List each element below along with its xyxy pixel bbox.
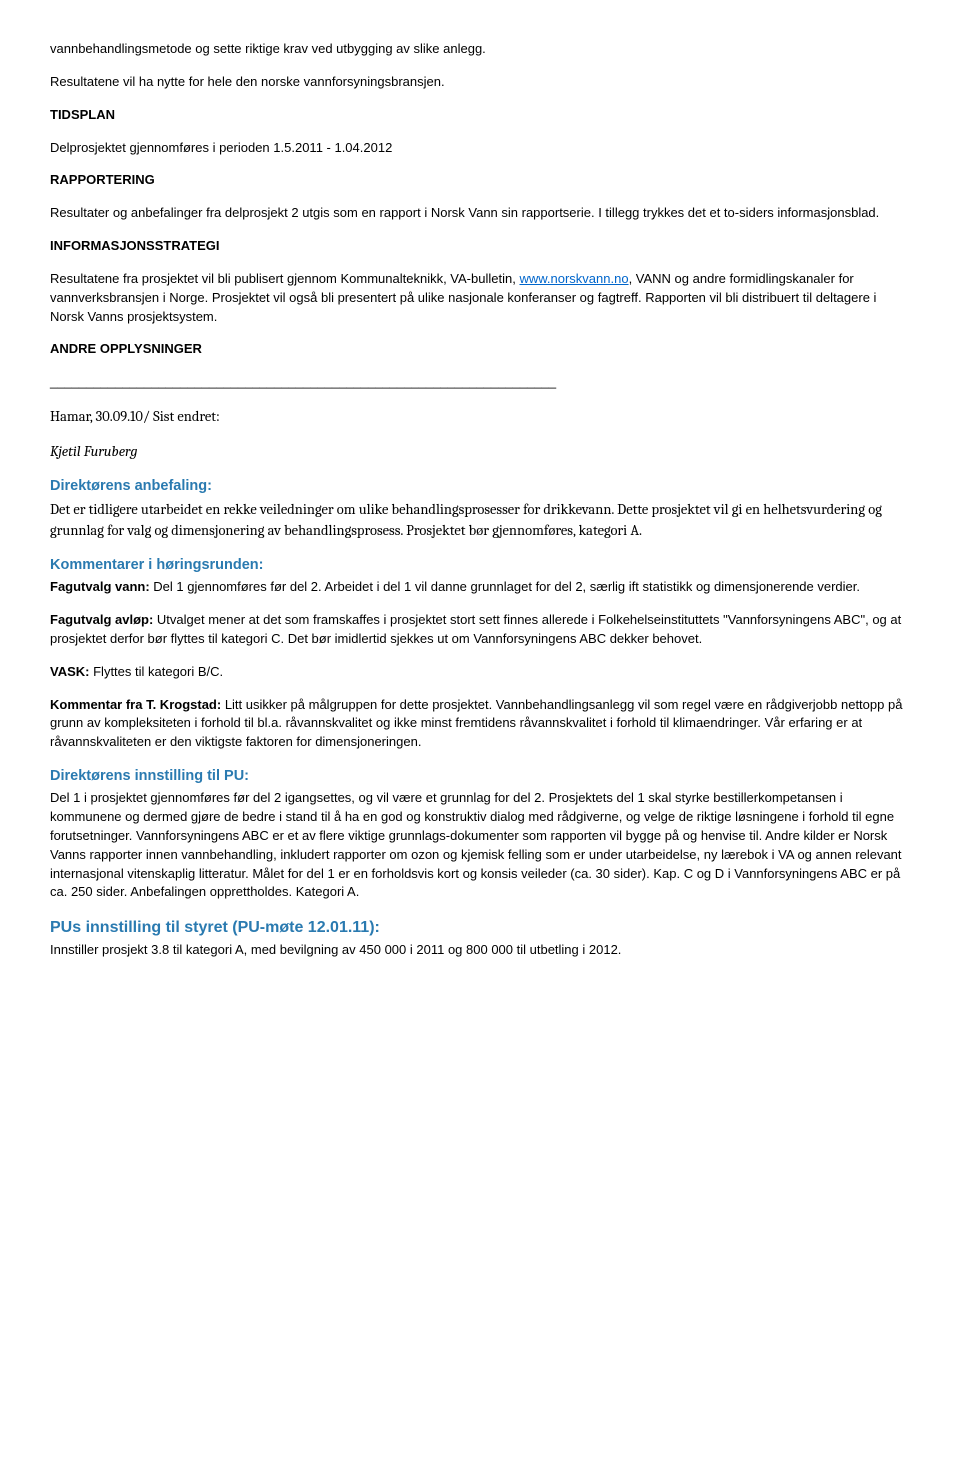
anbefaling-heading: Direktørens anbefaling: [50, 476, 910, 497]
norskvann-link[interactable]: www.norskvann.no [519, 271, 628, 286]
vask-label: VASK: [50, 664, 93, 679]
innstilling-pu-block: Direktørens innstilling til PU: Del 1 i … [50, 766, 910, 902]
fagutvalg-avlop-label: Fagutvalg avløp: [50, 612, 157, 627]
rapportering-heading: RAPPORTERING [50, 171, 910, 190]
fagutvalg-vann-label: Fagutvalg vann: [50, 579, 153, 594]
krogstad-label: Kommentar fra T. Krogstad: [50, 697, 225, 712]
kommentarer-heading: Kommentarer i høringsrunden: [50, 555, 910, 576]
info-pre-link: Resultatene fra prosjektet vil bli publi… [50, 271, 519, 286]
anbefaling-body: Det er tidligere utarbeidet en rekke vei… [50, 499, 910, 541]
informasjonsstrategi-heading: INFORMASJONSSTRATEGI [50, 237, 910, 256]
vask: VASK: Flyttes til kategori B/C. [50, 663, 910, 682]
fagutvalg-avlop-body: Utvalget mener at det som framskaffes i … [50, 612, 901, 646]
rapportering-body: Resultater og anbefalinger fra delprosje… [50, 204, 910, 223]
pu-styret-heading: PUs innstilling til styret (PU-møte 12.0… [50, 916, 910, 939]
tidsplan-heading: TIDSPLAN [50, 106, 910, 125]
intro-paragraph-1: vannbehandlingsmetode og sette riktige k… [50, 40, 910, 59]
date-line: Hamar, 30.09.10/ Sist endret: [50, 406, 910, 427]
tidsplan-body: Delprosjektet gjennomføres i perioden 1.… [50, 139, 910, 158]
innstilling-pu-heading: Direktørens innstilling til PU: [50, 766, 910, 787]
pu-styret-body: Innstiller prosjekt 3.8 til kategori A, … [50, 941, 910, 960]
andre-heading: ANDRE OPPLYSNINGER [50, 340, 910, 359]
pu-styret-block: PUs innstilling til styret (PU-møte 12.0… [50, 916, 910, 960]
krogstad: Kommentar fra T. Krogstad: Litt usikker … [50, 696, 910, 753]
vask-body: Flyttes til kategori B/C. [93, 664, 223, 679]
intro-paragraph-2: Resultatene vil ha nytte for hele den no… [50, 73, 910, 92]
informasjonsstrategi-body: Resultatene fra prosjektet vil bli publi… [50, 270, 910, 327]
divider-line: ________________________________________… [50, 373, 910, 392]
author-name: Kjetil Furuberg [50, 441, 910, 462]
direktorens-anbefaling-block: Direktørens anbefaling: Det er tidligere… [50, 476, 910, 541]
innstilling-pu-body: Del 1 i prosjektet gjennomføres før del … [50, 789, 910, 902]
fagutvalg-vann-body: Del 1 gjennomføres før del 2. Arbeidet i… [153, 579, 860, 594]
fagutvalg-vann: Fagutvalg vann: Del 1 gjennomføres før d… [50, 578, 910, 597]
kommentarer-block: Kommentarer i høringsrunden: Fagutvalg v… [50, 555, 910, 752]
fagutvalg-avlop: Fagutvalg avløp: Utvalget mener at det s… [50, 611, 910, 649]
